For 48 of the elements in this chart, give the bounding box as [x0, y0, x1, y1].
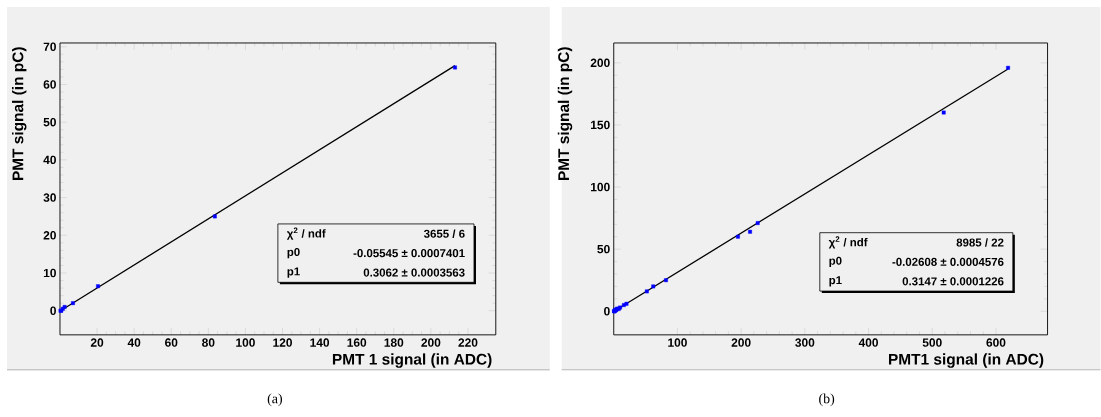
annotation: p1 — [287, 267, 300, 278]
annotation: 0.3062 ± 0.0003563 — [363, 268, 465, 277]
x-axis-title: PMT 1 signal (in ADC) — [332, 353, 492, 368]
y-tick-label: 40 — [43, 155, 56, 165]
x-tick-label: 80 — [202, 338, 215, 347]
y-tick-label: 70 — [43, 42, 56, 52]
y-tick-label: 50 — [43, 118, 56, 127]
x-tick-label: 220 — [458, 338, 478, 347]
x-tick-label: 60 — [165, 338, 178, 347]
y-tick-label: 10 — [43, 268, 56, 278]
annotation: 8985 / 22 — [956, 238, 1004, 247]
y-tick-label: 0 — [604, 307, 610, 316]
x-tick-label: 500 — [922, 338, 942, 347]
x-tick-label: 20 — [90, 338, 104, 347]
annotation: p1 — [829, 276, 842, 287]
text: (a) — [267, 393, 282, 407]
x-tick-label: 100 — [236, 338, 255, 347]
y-axis-title: PMT signal (in pC) — [12, 47, 27, 181]
y-tick-label: 200 — [590, 58, 610, 68]
y-tick-label: 150 — [591, 120, 610, 130]
x-tick-label: 300 — [795, 338, 815, 347]
y-tick-label: 30 — [43, 193, 56, 202]
annotation: -0.05545 ± 0.0007401 — [353, 249, 465, 258]
y-tick-label: 0 — [50, 306, 56, 316]
annotation: χ$^{2}$ / ndf — [286, 227, 326, 240]
x-tick-label: 200 — [421, 338, 441, 347]
x-tick-label: 200 — [731, 338, 751, 347]
annotation: -0.02608 ± 0.0004576 — [892, 257, 1004, 267]
y-tick-label: 20 — [43, 231, 56, 240]
x-tick-label: 180 — [384, 338, 404, 347]
text: (b) — [819, 393, 835, 407]
annotation: χ$^{2}$ / ndf — [828, 236, 868, 249]
x-tick-label: 40 — [127, 338, 141, 347]
y-tick-label: 100 — [591, 182, 610, 192]
x-tick-label: 100 — [668, 338, 687, 347]
x-tick-label: 140 — [310, 338, 330, 347]
annotation: p0 — [829, 256, 842, 268]
annotation: 3655 / 6 — [423, 229, 465, 239]
x-tick-label: 120 — [273, 338, 292, 347]
x-axis-title: PMT1 signal (in ADC) — [888, 353, 1044, 368]
x-tick-label: 600 — [986, 338, 1006, 347]
annotation: p0 — [287, 248, 300, 259]
annotation: 0.3147 ± 0.0001226 — [902, 277, 1004, 286]
y-tick-label: 50 — [597, 245, 610, 254]
y-axis-title: PMT signal (in pC) — [557, 47, 573, 181]
x-tick-label: 160 — [347, 338, 367, 347]
x-tick-label: 400 — [858, 338, 879, 347]
y-tick-label: 60 — [43, 80, 56, 89]
